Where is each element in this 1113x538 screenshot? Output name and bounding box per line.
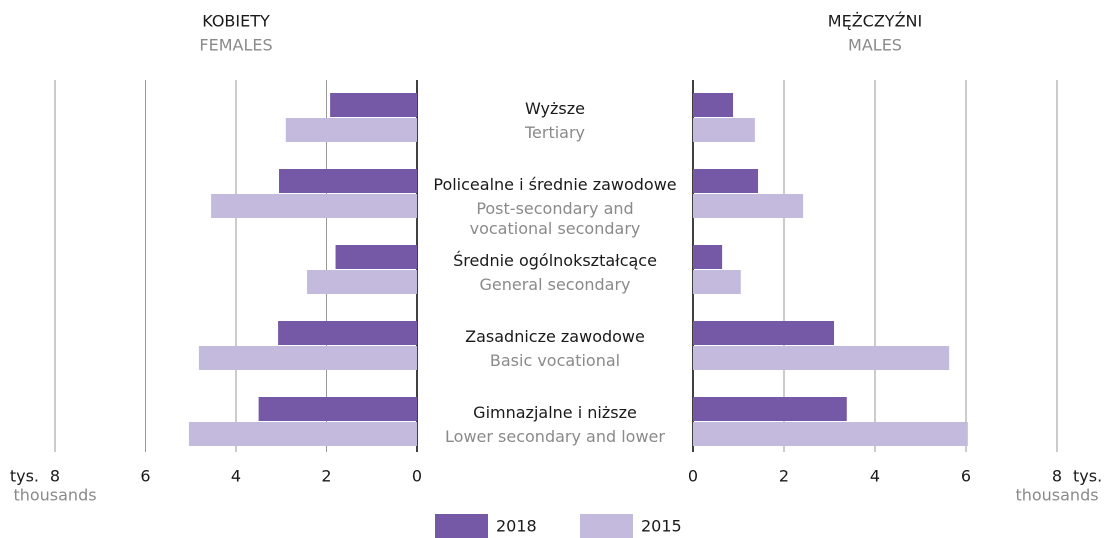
legend-swatch xyxy=(435,514,488,538)
bar xyxy=(330,93,417,117)
bar xyxy=(278,169,417,193)
x-tick-label: 4 xyxy=(870,467,880,486)
category-label-en: Basic vocational xyxy=(489,351,621,370)
unit-label: tys. xyxy=(1073,467,1102,486)
category-label: Średnie ogólnokształcące xyxy=(453,251,657,270)
bar xyxy=(693,194,804,218)
category-label: Wyższe xyxy=(525,99,585,118)
legend-label: 2018 xyxy=(496,517,537,536)
x-tick-label: 2 xyxy=(779,467,789,486)
bar xyxy=(258,397,417,421)
bar xyxy=(693,422,968,446)
bar xyxy=(198,346,417,370)
bar xyxy=(693,346,950,370)
category-label-en: General secondary xyxy=(479,275,631,294)
bar xyxy=(285,118,417,142)
bar xyxy=(693,118,755,142)
bar xyxy=(307,270,417,294)
category-label-en: Tertiary xyxy=(524,123,586,142)
x-tick-label: 6 xyxy=(961,467,971,486)
bar xyxy=(693,245,723,269)
bar xyxy=(335,245,417,269)
bar xyxy=(693,270,741,294)
unit-label: tys. xyxy=(10,467,39,486)
legend-label: 2015 xyxy=(641,517,682,536)
x-tick-label: 0 xyxy=(688,467,698,486)
category-label: Gimnazjalne i niższe xyxy=(473,403,637,422)
category-label: Zasadnicze zawodowe xyxy=(465,327,645,346)
x-tick-label: 0 xyxy=(412,467,422,486)
unit-label-en: thousands xyxy=(1015,486,1098,505)
x-tick-label: 8 xyxy=(1052,467,1062,486)
bar xyxy=(693,93,734,117)
category-label-en: Lower secondary and lower xyxy=(445,427,665,446)
panel-subtitle: FEMALES xyxy=(199,36,272,55)
bar xyxy=(278,321,417,345)
panel-title: MĘŻCZYŹNI xyxy=(828,12,922,31)
category-label-en: Post-secondary and vocational secondary xyxy=(469,199,641,238)
legend-swatch xyxy=(580,514,633,538)
category-label: Policealne i średnie zawodowe xyxy=(433,175,677,194)
panel-title: KOBIETY xyxy=(202,12,270,31)
panel-subtitle: MALES xyxy=(848,36,902,55)
bar xyxy=(211,194,417,218)
bar xyxy=(693,397,847,421)
x-tick-label: 6 xyxy=(140,467,150,486)
bar xyxy=(693,321,835,345)
bar xyxy=(693,169,759,193)
x-tick-label: 2 xyxy=(321,467,331,486)
x-tick-label: 8 xyxy=(50,467,60,486)
bar xyxy=(188,422,417,446)
unit-label-en: thousands xyxy=(13,486,96,505)
x-tick-label: 4 xyxy=(231,467,241,486)
